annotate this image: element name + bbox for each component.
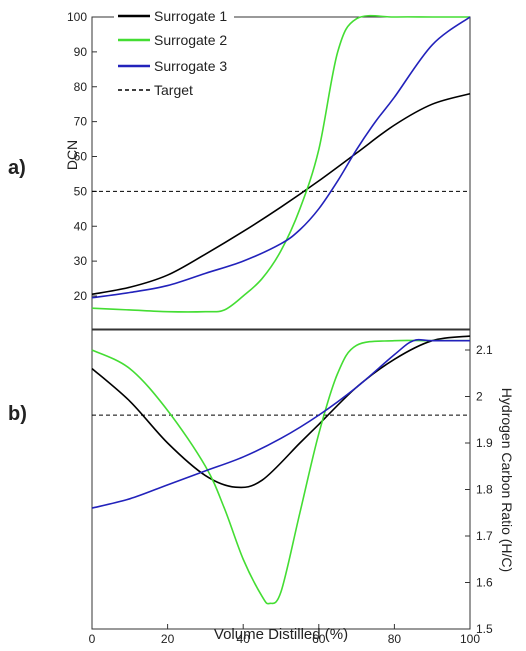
legend-label-surrogate-2: Surrogate 2 bbox=[154, 32, 227, 48]
ylabel-a: DCN bbox=[64, 140, 80, 170]
xtick-label: 80 bbox=[388, 632, 402, 646]
ytick-label-a: 30 bbox=[74, 254, 88, 268]
ytick-label-a: 20 bbox=[74, 289, 88, 303]
legend-label-surrogate-1: Surrogate 1 bbox=[154, 8, 227, 24]
series-line-surrogate-1-a bbox=[91, 92, 471, 296]
xtick-label: 100 bbox=[460, 632, 480, 646]
xtick-label: 40 bbox=[237, 632, 251, 646]
xtick-label: 60 bbox=[312, 632, 326, 646]
ytick-label-b: 2 bbox=[476, 390, 483, 404]
panel-label-a: a) bbox=[8, 157, 26, 179]
ytick-label-b: 1.8 bbox=[476, 483, 493, 497]
series-line-surrogate-3-b bbox=[91, 338, 470, 509]
xlabel: Volume Distilled (%) bbox=[214, 626, 348, 643]
panel-label-b: b) bbox=[8, 403, 27, 425]
ytick-label-a: 80 bbox=[74, 80, 88, 94]
ytick-label-a: 90 bbox=[74, 45, 88, 59]
series-line-surrogate-3-a bbox=[91, 16, 471, 299]
ytick-label-b: 1.6 bbox=[476, 576, 493, 590]
ytick-label-a: 100 bbox=[67, 10, 87, 24]
axes-frames bbox=[91, 16, 471, 630]
chart-series bbox=[91, 14, 471, 605]
ylabel-b: Hydrogen Carbon Ratio (H/C) bbox=[499, 388, 515, 572]
ytick-label-a: 70 bbox=[74, 115, 88, 129]
ytick-label-a: 40 bbox=[74, 219, 88, 233]
legend-box bbox=[114, 4, 234, 98]
series-line-surrogate-1-b bbox=[91, 335, 471, 489]
xtick-label: 0 bbox=[89, 632, 96, 646]
xtick-label: 20 bbox=[161, 632, 175, 646]
plot-frame-a bbox=[91, 16, 471, 330]
legend: Surrogate 1 Surrogate 2 Surrogate 3 Targ… bbox=[114, 4, 234, 98]
legend-label-target: Target bbox=[154, 82, 193, 98]
ytick-label-a: 50 bbox=[74, 184, 88, 198]
ytick-label-a: 60 bbox=[74, 150, 88, 164]
ytick-label-b: 1.9 bbox=[476, 436, 493, 450]
ytick-label-b: 1.7 bbox=[476, 529, 493, 543]
series-line-surrogate-2-b bbox=[91, 339, 470, 605]
series-line-surrogate-2-a bbox=[91, 14, 470, 313]
plot-frame-b bbox=[91, 329, 471, 630]
legend-label-surrogate-3: Surrogate 3 bbox=[154, 58, 227, 74]
ytick-label-b: 2.1 bbox=[476, 343, 493, 357]
ytick-label-b: 1.5 bbox=[476, 622, 493, 636]
